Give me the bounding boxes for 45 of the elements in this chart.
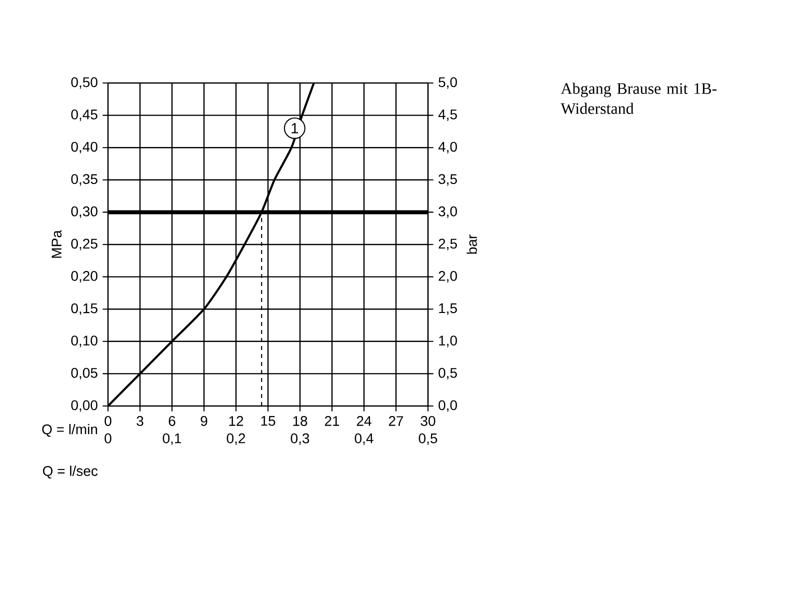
y-tick-label: 0,25 (71, 238, 98, 250)
y-tick-label: 0,00 (71, 400, 98, 412)
x-tick-label: 0 (104, 416, 112, 426)
x-tick-label: 27 (388, 416, 404, 426)
x-tick-label: 21 (324, 416, 340, 426)
y-tick-label: 0,10 (71, 336, 98, 348)
y2-tick-label: 2,5 (438, 238, 457, 250)
x2-tick-label: 0 (104, 433, 112, 444)
x2-tick-label: 0,4 (354, 433, 374, 445)
y-tick-label: 0,20 (71, 271, 98, 283)
x2-tick-label: 0,1 (162, 433, 182, 445)
text: Abgang Brause mit 1B-Widerstand (560, 82, 717, 114)
y2-tick-label: 3,0 (438, 206, 457, 218)
x-tick-label: 9 (200, 416, 208, 426)
x-tick-label: 18 (293, 416, 308, 426)
y2-tick-label: 3,5 (438, 174, 457, 186)
y-tick-label: 0,35 (71, 174, 98, 186)
y-tick-label: 0,30 (71, 206, 98, 218)
y-tick-label: 0,45 (71, 110, 98, 122)
y2-tick-label: 2,0 (438, 271, 457, 283)
y-axis-title: MPa (52, 230, 62, 258)
x2-axis-title: Q = l/sec (42, 466, 98, 478)
y2-tick-label: 1,5 (439, 303, 457, 315)
x2-tick-label: 0,2 (226, 433, 246, 445)
x2-tick-label: 0,5 (418, 433, 438, 445)
y2-tick-label: 0,0 (438, 400, 457, 412)
x-tick-label: 6 (168, 416, 176, 426)
annotation: 1 (292, 123, 298, 134)
x-tick-label: 12 (229, 416, 244, 426)
x-tick-label: 24 (356, 416, 372, 426)
y-tick-label: 0,05 (71, 368, 98, 380)
y2-tick-label: 0,5 (438, 368, 457, 380)
x2-tick-label: 0,3 (290, 433, 310, 445)
y2-tick-label: 4,0 (438, 142, 457, 154)
y-tick-label: 0,50 (71, 77, 98, 89)
y2-axis-title: bar (466, 234, 477, 254)
x-tick-label: 15 (261, 416, 276, 426)
x-tick-label: 30 (420, 416, 436, 426)
x-tick-label: 3 (136, 416, 144, 426)
y2-tick-label: 4,5 (438, 110, 457, 122)
y2-tick-label: 5,0 (438, 77, 457, 89)
y-tick-label: 0,40 (71, 142, 98, 154)
y-tick-label: 0,15 (71, 303, 98, 315)
y2-tick-label: 1,0 (439, 336, 457, 348)
x-axis-title: Q = l/min (42, 424, 98, 437)
